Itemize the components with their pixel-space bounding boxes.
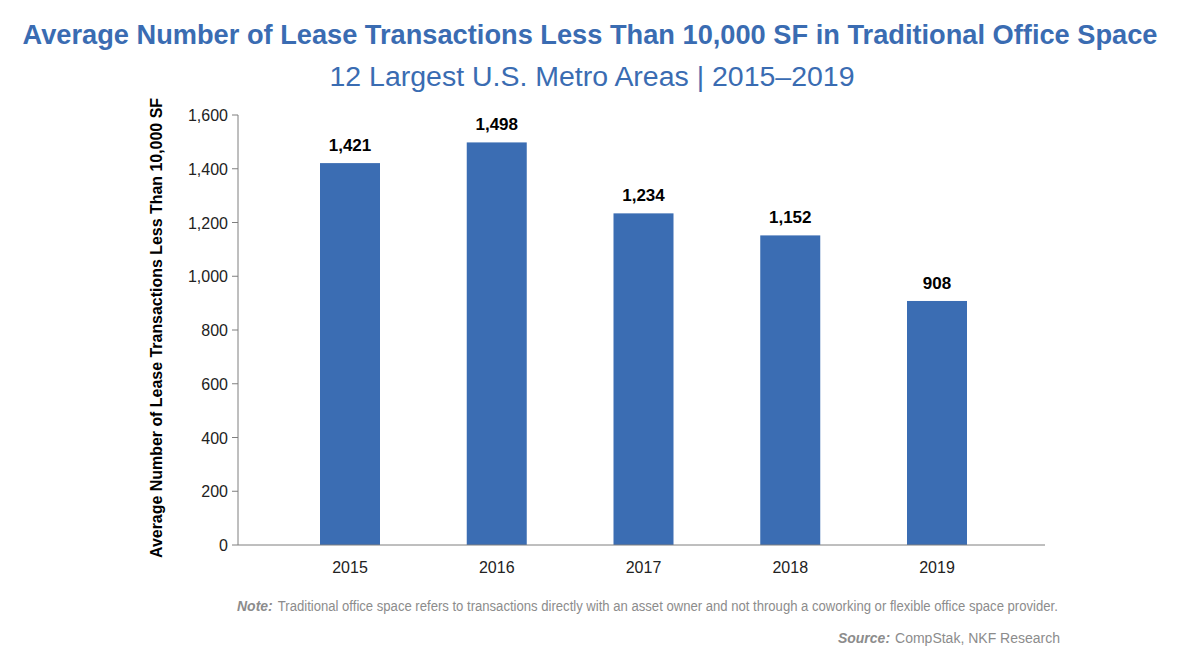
y-tick-label: 1,600 xyxy=(188,107,228,124)
title: Average Number of Lease Transactions Les… xyxy=(23,20,1158,50)
bar xyxy=(320,163,380,545)
y-tick xyxy=(232,168,238,169)
y-tick xyxy=(232,545,238,546)
x-tick-label: 2016 xyxy=(479,559,515,576)
y-tick-label: 0 xyxy=(219,537,228,554)
y-tick xyxy=(232,222,238,223)
y-axis xyxy=(238,115,239,545)
source-text: CompStak, NKF Research xyxy=(895,630,1060,646)
y-axis-label: Average Number of Lease Transactions Les… xyxy=(148,98,165,558)
bar xyxy=(467,142,527,545)
note: Note: Traditional office space refers to … xyxy=(237,598,1058,614)
y-tick-label: 200 xyxy=(201,483,228,500)
bar xyxy=(907,301,967,545)
bars xyxy=(320,142,967,545)
x-tick-label: 2017 xyxy=(626,559,662,576)
y-tick xyxy=(232,276,238,277)
data-label: 1,421 xyxy=(329,136,372,155)
note-text: Traditional office space refers to trans… xyxy=(278,598,1058,614)
data-label: 1,152 xyxy=(769,208,812,227)
y-tick xyxy=(232,383,238,384)
note-label: Note: xyxy=(237,598,273,614)
data-label: 908 xyxy=(923,274,951,293)
y-tick xyxy=(232,491,238,492)
x-tick-label: 2018 xyxy=(772,559,808,576)
y-tick xyxy=(232,330,238,331)
source-label: Source: xyxy=(838,630,890,646)
x-axis xyxy=(238,545,1045,546)
y-tick-label: 1,400 xyxy=(188,161,228,178)
x-tick-label: 2019 xyxy=(919,559,955,576)
y-tick-label: 1,200 xyxy=(188,215,228,232)
y-tick-label: 1,000 xyxy=(188,268,228,285)
subtitle: 12 Largest U.S. Metro Areas | 2015–2019 xyxy=(330,62,855,92)
data-label: 1,234 xyxy=(622,186,665,205)
x-tick-label: 2015 xyxy=(332,559,368,576)
y-tick xyxy=(232,437,238,438)
data-label: 1,498 xyxy=(475,115,518,134)
bar xyxy=(760,235,820,545)
y-tick-label: 600 xyxy=(201,376,228,393)
bar xyxy=(614,213,674,545)
y-tick-label: 400 xyxy=(201,430,228,447)
chart: Average Number of Lease Transactions Les… xyxy=(0,0,1200,668)
source: Source: CompStak, NKF Research xyxy=(838,630,1060,646)
y-tick-label: 800 xyxy=(201,322,228,339)
y-tick xyxy=(232,115,238,116)
